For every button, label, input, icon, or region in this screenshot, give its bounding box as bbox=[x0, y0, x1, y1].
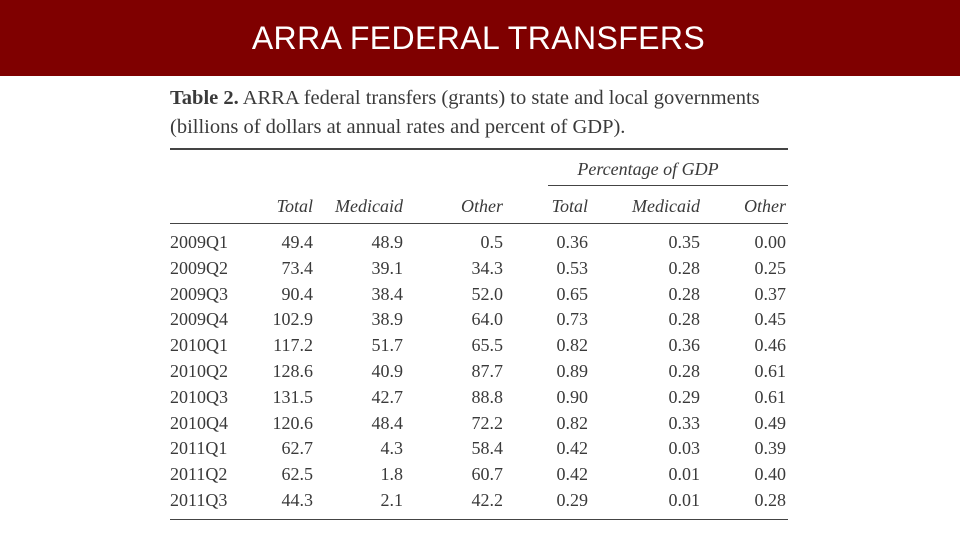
table-cell: 42.2 bbox=[471, 490, 504, 510]
table-cell: 0.33 bbox=[668, 412, 701, 433]
group-header-rule bbox=[548, 185, 788, 186]
table-cell: 0.36 bbox=[556, 232, 589, 252]
table-cell: 128.6 bbox=[272, 361, 314, 381]
table-cell: 73.4 bbox=[281, 257, 314, 278]
col-header-total: Total bbox=[276, 196, 313, 216]
row-label: 2009Q1 bbox=[170, 232, 228, 252]
table-cell: 49.4 bbox=[281, 232, 314, 252]
row-label: 2011Q1 bbox=[170, 438, 228, 459]
table-cell: 42.7 bbox=[371, 386, 404, 407]
group-header-percentage-gdp: Percentage of GDP bbox=[577, 159, 719, 179]
table-cell: 120.6 bbox=[272, 412, 314, 433]
table-cell: 90.4 bbox=[281, 283, 314, 304]
table-cell: 62.5 bbox=[281, 464, 314, 485]
table-cell: 62.7 bbox=[281, 438, 314, 459]
table-cell: 0.89 bbox=[556, 361, 589, 381]
row-label: 2009Q4 bbox=[170, 309, 228, 330]
table-cell: 0.49 bbox=[754, 412, 787, 433]
table-cell: 0.28 bbox=[668, 309, 701, 330]
col-header-medicaid: Medicaid bbox=[335, 196, 403, 216]
col-header-pct-medicaid: Medicaid bbox=[632, 196, 700, 216]
table-cell: 0.53 bbox=[556, 257, 589, 278]
table-cell: 1.8 bbox=[380, 464, 404, 485]
row-label: 2011Q3 bbox=[170, 490, 228, 510]
title-bar bbox=[0, 0, 960, 76]
table-cell: 38.9 bbox=[371, 309, 404, 330]
table-cell: 0.82 bbox=[556, 335, 589, 356]
table-cell: 0.36 bbox=[668, 335, 701, 356]
table-cell: 44.3 bbox=[281, 490, 314, 510]
table-cell: 102.9 bbox=[272, 309, 314, 330]
row-label: 2010Q1 bbox=[170, 335, 228, 356]
table-cell: 0.42 bbox=[556, 438, 589, 459]
row-label: 2010Q4 bbox=[170, 412, 228, 433]
table-cell: 0.00 bbox=[754, 232, 787, 252]
table-cell: 4.3 bbox=[380, 438, 404, 459]
table-cell: 0.42 bbox=[556, 464, 589, 485]
table-cell: 40.9 bbox=[371, 361, 404, 381]
table-cell: 0.5 bbox=[480, 232, 504, 252]
slide-title: ARRA FEDERAL TRANSFERS bbox=[251, 20, 706, 56]
table-cell: 38.4 bbox=[371, 283, 404, 304]
table-cell: 0.25 bbox=[754, 257, 787, 278]
table-cell: 0.61 bbox=[754, 361, 787, 381]
table-cell: 64.0 bbox=[471, 309, 504, 330]
table-cell: 117.2 bbox=[273, 335, 313, 356]
table-cell: 0.39 bbox=[754, 438, 787, 459]
col-header-pct-other: Other bbox=[744, 196, 786, 216]
table-cell: 0.29 bbox=[556, 490, 589, 510]
table-cell: 0.28 bbox=[668, 361, 701, 381]
row-label: 2010Q2 bbox=[170, 361, 228, 381]
table-cell: 131.5 bbox=[272, 386, 314, 407]
table-cell: 48.9 bbox=[371, 232, 404, 252]
row-label: 2010Q3 bbox=[170, 386, 228, 407]
table-cell: 34.3 bbox=[471, 257, 504, 278]
table-cell: 51.7 bbox=[371, 335, 404, 356]
table-cell: 0.45 bbox=[754, 309, 787, 330]
table-label: Table 2. bbox=[170, 87, 239, 109]
table-cell: 0.82 bbox=[556, 412, 589, 433]
table-cell: 2.1 bbox=[380, 490, 404, 510]
table-cell: 0.28 bbox=[668, 257, 701, 278]
table-cell: 72.2 bbox=[471, 412, 504, 433]
caption-text-1: ARRA federal transfers (grants) to state… bbox=[242, 87, 760, 109]
table-cell: 0.01 bbox=[668, 464, 701, 485]
table-cell: 0.40 bbox=[754, 464, 787, 485]
table-cell: 48.4 bbox=[371, 412, 404, 433]
col-header-other: Other bbox=[461, 196, 503, 216]
table-cell: 60.7 bbox=[471, 464, 504, 485]
table-cell: 0.01 bbox=[668, 490, 701, 510]
table-cell: 88.8 bbox=[471, 386, 504, 407]
caption-line-1: Table 2. ARRA federal transfers (grants)… bbox=[170, 84, 800, 113]
table-top-rule bbox=[170, 148, 788, 150]
row-label: 2011Q2 bbox=[170, 464, 228, 485]
table-cell: 0.46 bbox=[754, 335, 787, 356]
table-cell: 0.37 bbox=[754, 283, 787, 304]
table-cell: 65.5 bbox=[471, 335, 504, 356]
table-cell: 58.4 bbox=[471, 438, 504, 459]
table-cell: 0.61 bbox=[754, 386, 787, 407]
table-cell: 0.73 bbox=[556, 309, 589, 330]
table-cell: 39.1 bbox=[371, 257, 404, 278]
table-cell: 87.7 bbox=[471, 361, 504, 381]
table-caption: Table 2. ARRA federal transfers (grants)… bbox=[170, 84, 800, 142]
table-cell: 0.28 bbox=[668, 283, 701, 304]
row-label: 2009Q3 bbox=[170, 283, 228, 304]
table-cell: 0.90 bbox=[556, 386, 589, 407]
table-cell: 0.28 bbox=[754, 490, 787, 510]
header-bottom-rule bbox=[170, 223, 788, 224]
table-cell: 0.65 bbox=[556, 283, 589, 304]
table-cell: 0.29 bbox=[668, 386, 701, 407]
table-cell: 52.0 bbox=[471, 283, 504, 304]
table-cell: 0.03 bbox=[668, 438, 701, 459]
row-label: 2009Q2 bbox=[170, 257, 228, 278]
col-header-pct-total: Total bbox=[551, 196, 588, 216]
table-bottom-rule bbox=[170, 519, 788, 520]
table-cell: 0.35 bbox=[668, 232, 701, 252]
caption-line-2: (billions of dollars at annual rates and… bbox=[170, 116, 626, 138]
